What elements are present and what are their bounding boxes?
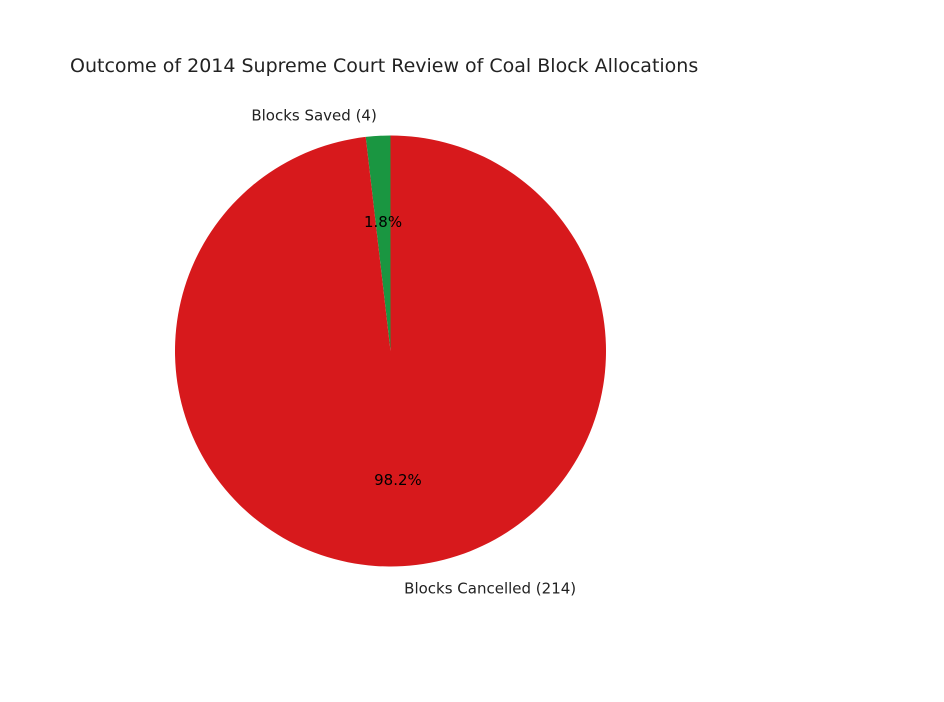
slice-label: Blocks Saved (4): [251, 106, 377, 124]
slice-percent-label: 98.2%: [374, 471, 422, 489]
pie-slice: [365, 135, 391, 351]
pie-slice: [175, 135, 606, 567]
slice-label: Blocks Cancelled (214): [404, 580, 576, 598]
chart-title: Outcome of 2014 Supreme Court Review of …: [70, 55, 698, 77]
slice-percent-label: 1.8%: [364, 213, 402, 231]
